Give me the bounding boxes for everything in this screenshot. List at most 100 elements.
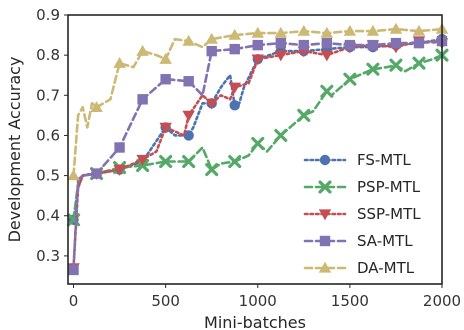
data-point-psp-mtl — [182, 155, 196, 169]
series-line-da-mtl — [72, 27, 444, 177]
data-point-ssp-mtl — [274, 50, 288, 62]
data-point-sa-mtl — [183, 76, 194, 87]
data-point-psp-mtl — [159, 155, 173, 169]
data-point-da-mtl — [136, 44, 149, 56]
legend-item-sa-mtl: SA-MTL — [303, 232, 413, 250]
data-point-fs-mtl — [183, 130, 194, 141]
y-tick-label: 0.3 — [36, 247, 60, 265]
data-point-da-mtl — [251, 26, 265, 38]
x-tick-label: 1500 — [331, 292, 369, 310]
data-point-psp-mtl — [228, 155, 242, 169]
series-line-sa-mtl — [72, 39, 444, 272]
data-point-psp-mtl-stroke-b — [297, 108, 311, 122]
data-point-sa-mtl — [344, 39, 356, 51]
data-point-da-mtl — [297, 24, 311, 36]
data-point-da-mtl — [182, 34, 195, 46]
data-point-sa-mtl — [229, 43, 240, 55]
data-point-ssp-mtl — [113, 164, 126, 176]
y-tick-label: 0.7 — [36, 86, 60, 104]
data-point-psp-mtl — [412, 56, 426, 70]
data-point-da-mtl — [389, 22, 403, 34]
data-point-sa-mtl — [91, 168, 102, 179]
series-layer — [66, 22, 449, 276]
x-axis-label: Mini-batches — [204, 313, 306, 330]
data-point-da-mtl — [205, 32, 218, 44]
legend-item-psp-mtl: PSP-MTL — [303, 178, 421, 196]
legend-item-da-mtl: DA-MTL — [303, 259, 415, 277]
data-point-sa-mtl — [298, 39, 310, 51]
y-tick-label: 0.6 — [36, 126, 60, 144]
y-axis-label: Development Accuracy — [5, 57, 24, 243]
data-point-psp-mtl-stroke-b — [320, 84, 334, 98]
x-tick-label: 1000 — [239, 292, 277, 310]
data-point-da-mtl — [67, 169, 80, 181]
data-point-psp-mtl-stroke-b — [182, 155, 196, 169]
data-point-ssp-mtl — [205, 98, 218, 110]
data-point-sa-mtl — [137, 94, 148, 105]
legend-label-ssp-mtl: SSP-MTL — [357, 205, 421, 223]
data-point-sa-mtl — [68, 264, 79, 276]
data-point-da-mtl — [90, 101, 103, 113]
data-point-psp-mtl-stroke-b — [274, 128, 288, 142]
data-point-psp-mtl-stroke-b — [205, 163, 219, 177]
data-point-sa-mtl — [252, 39, 263, 51]
data-point-psp-mtl-stroke-b — [251, 136, 265, 151]
data-point-sa-mtl — [275, 37, 286, 49]
data-point-sa-mtl — [413, 37, 425, 49]
data-point-ssp-mtl — [136, 154, 149, 166]
data-point-da-mtl — [366, 24, 380, 36]
data-point-sa-mtl — [367, 39, 379, 51]
y-tick-label: 0.8 — [36, 46, 60, 64]
legend-marker-da-mtl — [318, 261, 332, 273]
data-point-da-mtl — [159, 52, 172, 64]
data-point-sa-mtl — [160, 74, 171, 85]
legend-label-sa-mtl: SA-MTL — [357, 232, 413, 250]
legend-label-fs-mtl: FS-MTL — [357, 151, 411, 169]
data-point-psp-mtl-stroke-b — [389, 58, 403, 72]
x-tick-label: 500 — [151, 292, 180, 310]
legend-label-da-mtl: DA-MTL — [357, 259, 415, 277]
data-point-psp-mtl — [343, 72, 357, 86]
data-point-ssp-mtl — [320, 50, 334, 62]
data-point-psp-mtl-stroke-b — [412, 56, 426, 70]
data-point-fs-mtl — [229, 100, 240, 111]
data-point-psp-mtl — [251, 136, 265, 151]
y-tick-label: 0.9 — [36, 6, 60, 24]
plot-frame — [67, 14, 443, 285]
data-point-sa-mtl — [114, 142, 125, 153]
data-point-da-mtl — [320, 26, 334, 38]
data-point-da-mtl — [343, 24, 357, 36]
x-tick-label: 2000 — [423, 292, 461, 310]
data-point-psp-mtl — [205, 163, 219, 177]
data-point-sa-mtl — [390, 37, 402, 49]
data-point-psp-mtl-stroke-b — [228, 155, 242, 169]
y-tick-label: 0.5 — [36, 167, 60, 185]
data-point-ssp-mtl — [228, 82, 241, 94]
series-da-mtl — [67, 22, 449, 181]
data-point-sa-mtl — [206, 45, 217, 57]
data-point-da-mtl — [274, 26, 288, 38]
data-point-da-mtl — [412, 24, 426, 36]
legend-item-fs-mtl: FS-MTL — [303, 151, 411, 169]
y-tick-label: 0.4 — [36, 207, 60, 225]
data-point-ssp-mtl — [251, 54, 265, 66]
data-point-psp-mtl-stroke-b — [343, 72, 357, 86]
data-point-sa-mtl — [321, 37, 333, 49]
data-point-da-mtl — [228, 28, 241, 40]
data-point-psp-mtl — [320, 84, 334, 98]
data-point-psp-mtl-stroke-b — [159, 155, 173, 169]
legend-label-psp-mtl: PSP-MTL — [357, 178, 421, 196]
tick-layer: 0 500 1000 1500 2000 0.3 0.4 0.5 0.6 0.7 0.8 0.9 — [36, 6, 461, 310]
legend: FS-MTL PSP-MTL SSP-MTL SA-MTL DA-MTL — [303, 151, 421, 277]
data-point-psp-mtl-stroke-b — [366, 62, 380, 76]
legend-marker-fs-mtl — [319, 154, 331, 166]
legend-marker-psp-mtl-stroke-b — [318, 180, 332, 194]
legend-item-ssp-mtl: SSP-MTL — [303, 205, 421, 223]
data-point-psp-mtl — [366, 62, 380, 76]
data-point-psp-mtl — [274, 128, 288, 142]
data-point-psp-mtl — [389, 58, 403, 72]
data-point-ssp-mtl — [159, 122, 172, 134]
data-point-ssp-mtl — [182, 110, 195, 122]
data-point-psp-mtl — [297, 108, 311, 122]
